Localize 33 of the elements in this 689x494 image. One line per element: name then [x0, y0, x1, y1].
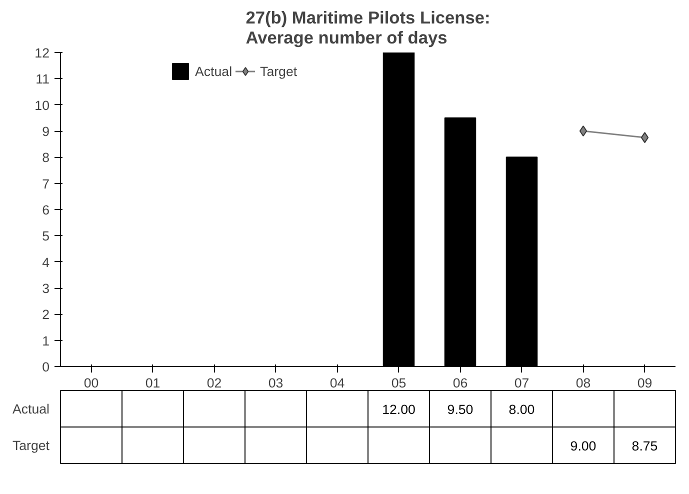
y-tick-label: 10: [34, 98, 50, 113]
data-label: 9.50: [447, 402, 474, 417]
y-tick-label: 4: [42, 254, 50, 270]
y-tick-label: 12: [34, 46, 50, 60]
legend-label: Target: [260, 64, 298, 78]
x-tick-label: 09: [637, 376, 652, 390]
y-tick-label: 0: [42, 360, 50, 374]
y-tick-label: 11: [36, 72, 50, 87]
text: Actual: [12, 401, 50, 416]
x-tick-label: 04: [330, 376, 346, 390]
y-tick-label: 6: [42, 202, 50, 218]
x-tick-label: 01: [145, 376, 160, 390]
y-tick-label: 8: [42, 150, 50, 166]
data-label: 8.00: [508, 402, 535, 417]
y-tick-label: 5: [42, 228, 50, 244]
y-tick-label: 9: [42, 124, 50, 139]
x-tick-label: 06: [452, 376, 468, 390]
data-label: 9.00: [570, 438, 596, 454]
x-tick-label: 08: [576, 376, 591, 390]
text: Target: [12, 438, 50, 453]
x-tick-label: 03: [268, 376, 284, 390]
x-tick-label: 00: [84, 376, 99, 390]
chart-title: 27(b) Maritime Pilots License: Average number of days: [246, 8, 490, 48]
x-tick-label: 02: [206, 376, 222, 390]
y-tick-label: 7: [42, 176, 50, 192]
data-label: 12.00: [382, 402, 416, 417]
y-tick-label: 3: [42, 281, 50, 296]
y-tick-label: 2: [42, 307, 50, 322]
y-tick-label: 1: [42, 333, 50, 348]
legend-label: Actual: [195, 64, 232, 78]
x-tick-label: 05: [391, 376, 406, 390]
x-tick-label: 07: [514, 376, 530, 390]
data-label: 8.75: [632, 438, 658, 454]
